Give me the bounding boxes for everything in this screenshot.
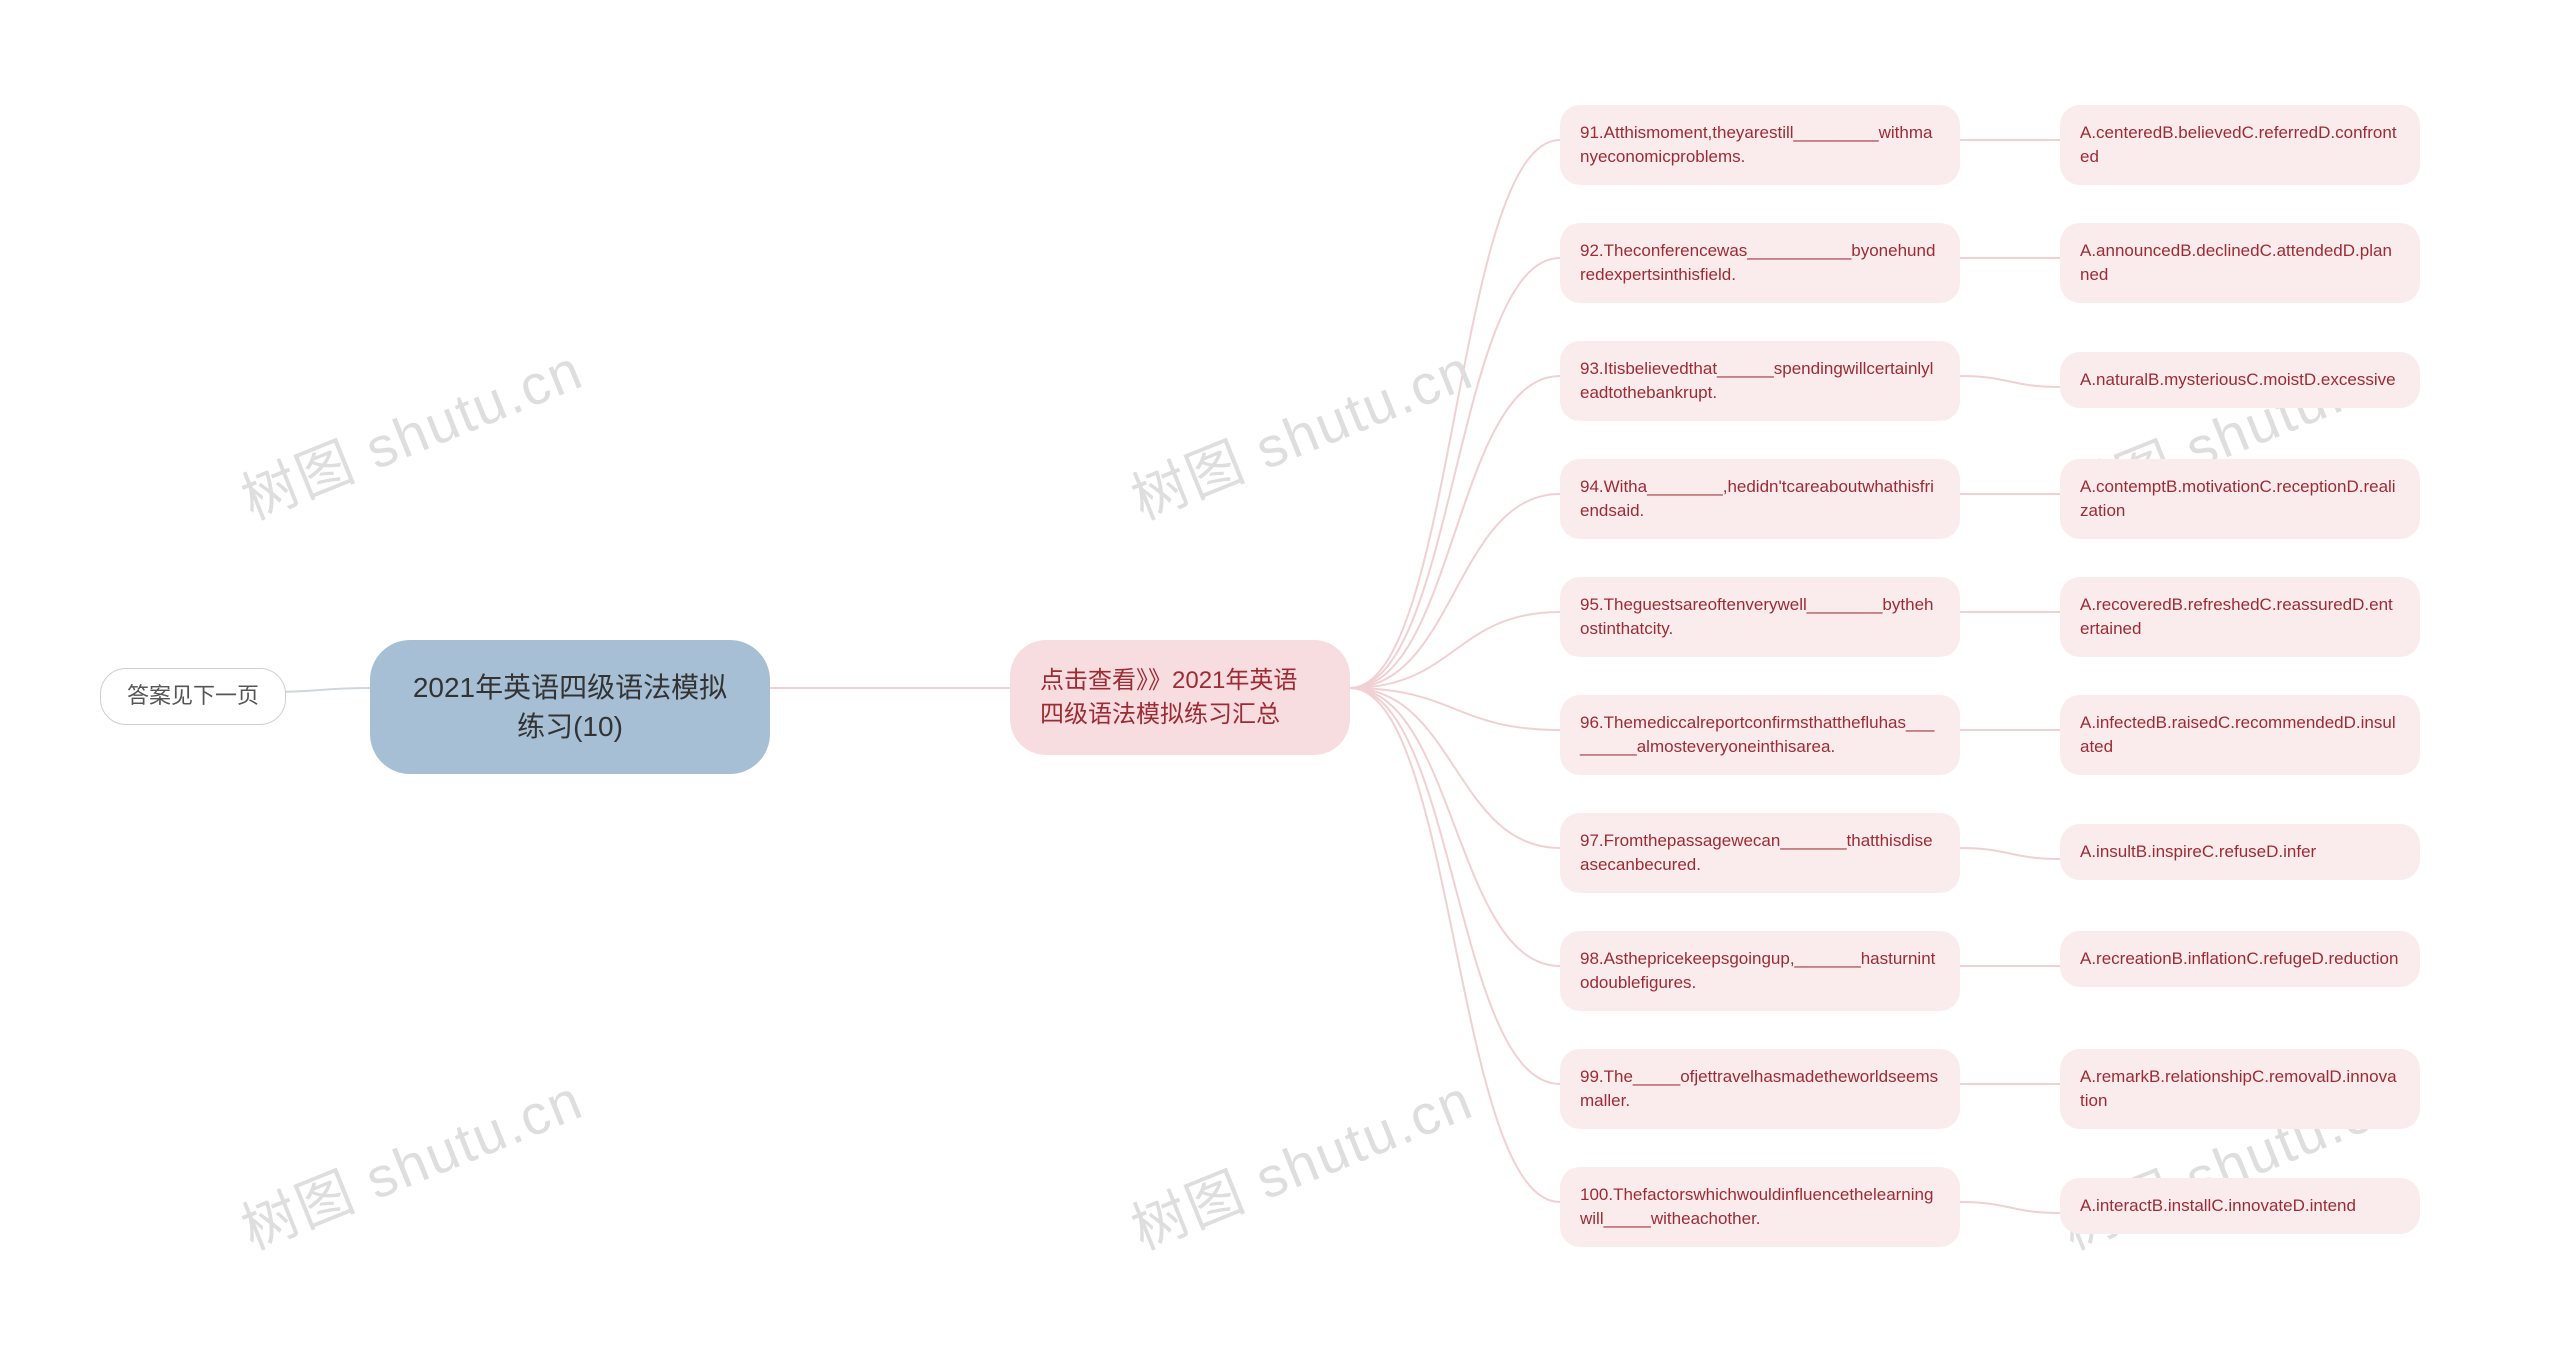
question-node[interactable]: 93.Itisbelievedthat______spendingwillcer… [1560,341,1960,421]
question-node[interactable]: 99.The_____ofjettravelhasmadetheworldsee… [1560,1049,1960,1129]
answer-options-node[interactable]: A.remarkB.relationshipC.removalD.innovat… [2060,1049,2420,1129]
question-node[interactable]: 94.Witha________,hedidn'tcareaboutwhathi… [1560,459,1960,539]
question-node[interactable]: 96.Themediccalreportconfirmsthatthefluha… [1560,695,1960,775]
question-node[interactable]: 98.Asthepricekeepsgoingup,_______hasturn… [1560,931,1960,1011]
question-node[interactable]: 91.Atthismoment,theyarestill_________wit… [1560,105,1960,185]
summary-link-node[interactable]: 点击查看》》2021年英语四级语法模拟练习汇总 [1010,640,1350,755]
answer-options-node[interactable]: A.insultB.inspireC.refuseD.infer [2060,824,2420,880]
root-label: 2021年英语四级语法模拟练习(10) [406,668,734,746]
watermark: 树图 shutu.cn [1118,1055,1483,1265]
answer-options-node[interactable]: A.interactB.installC.innovateD.intend [2060,1178,2420,1234]
root-node[interactable]: 2021年英语四级语法模拟练习(10) [370,640,770,774]
question-node[interactable]: 92.Theconferencewas___________byonehundr… [1560,223,1960,303]
answer-hint-node[interactable]: 答案见下一页 [100,668,286,725]
watermark: 树图 shutu.cn [1118,325,1483,535]
answer-options-node[interactable]: A.recreationB.inflationC.refugeD.reducti… [2060,931,2420,987]
summary-link-label: 点击查看》》2021年英语四级语法模拟练习汇总 [1040,664,1320,731]
answer-options-node[interactable]: A.centeredB.believedC.referredD.confront… [2060,105,2420,185]
question-node[interactable]: 95.Theguestsareoftenverywell________byth… [1560,577,1960,657]
question-node[interactable]: 97.Fromthepassagewecan_______thatthisdis… [1560,813,1960,893]
question-node[interactable]: 100.Thefactorswhichwouldinfluencethelear… [1560,1167,1960,1247]
answer-options-node[interactable]: A.infectedB.raisedC.recommendedD.insulat… [2060,695,2420,775]
answer-options-node[interactable]: A.naturalB.mysteriousC.moistD.excessive [2060,352,2420,408]
watermark: 树图 shutu.cn [228,325,593,535]
mindmap-canvas: 树图 shutu.cn 树图 shutu.cn 树图 shutu.cn 树图 s… [0,0,2560,1359]
answer-hint-label: 答案见下一页 [127,681,259,712]
answer-options-node[interactable]: A.contemptB.motivationC.receptionD.reali… [2060,459,2420,539]
watermark: 树图 shutu.cn [228,1055,593,1265]
answer-options-node[interactable]: A.announcedB.declinedC.attendedD.planned [2060,223,2420,303]
answer-options-node[interactable]: A.recoveredB.refreshedC.reassuredD.enter… [2060,577,2420,657]
